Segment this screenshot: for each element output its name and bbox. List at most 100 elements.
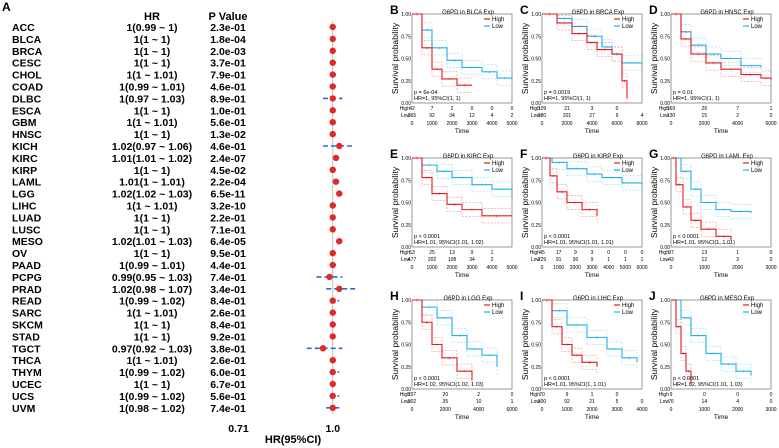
risk-count-low: 27 <box>589 113 595 119</box>
ci-band-upper <box>542 299 598 360</box>
censor-mark: + <box>548 12 551 18</box>
ci-band-lower <box>412 157 512 224</box>
panel-letter: C <box>520 3 529 17</box>
km-panel-c: C G6PD in BRCA ExpHighLow0.000.250.500.75… <box>520 3 648 135</box>
y-tick-label: 0.00 <box>660 101 670 107</box>
censor-mark: + <box>686 205 689 211</box>
cancer-label: KICH <box>12 141 38 153</box>
x-tick-label: 0 <box>411 121 414 127</box>
x-tick-label: 0 <box>670 121 673 127</box>
legend-high-label: High <box>622 161 634 167</box>
panel-letter: B <box>390 3 399 17</box>
risk-label-high: High <box>400 106 411 112</box>
risk-label-low: Low <box>401 399 411 405</box>
p-value-text: 2.2e-01 <box>210 212 246 224</box>
x-axis-label: Time <box>714 414 729 421</box>
p-value-text: 4.6e-01 <box>210 82 246 94</box>
risk-count-low: 201 <box>563 113 572 119</box>
risk-count-high: 42 <box>409 106 415 112</box>
risk-count-high: 0 <box>770 392 773 398</box>
censor-mark: + <box>730 67 733 73</box>
x-tick-label: 5000 <box>506 265 517 271</box>
censor-mark: + <box>503 76 506 82</box>
ci-band-upper <box>412 13 472 79</box>
censor-mark: + <box>576 167 579 173</box>
risk-count-high: 45 <box>539 250 545 256</box>
censor-mark: + <box>613 347 616 353</box>
risk-count-low: 2 <box>511 113 514 119</box>
hr-ci-text: 1(0.99 ~ 1.02) <box>119 367 185 379</box>
km-title: G6PD in HNSC Exp <box>700 10 754 16</box>
risk-count-high: 1 <box>591 392 594 398</box>
y-axis-label: Survival probability <box>390 166 400 238</box>
hr-ci-text: 1(0.99 ~ 1.01) <box>119 260 185 272</box>
survival-curve <box>542 157 598 216</box>
cancer-label: SKCM <box>12 320 43 332</box>
km-title: G6PD in KIRP Exp <box>573 154 624 160</box>
hr-ci-text: 1(0.97 ~ 1.03) <box>119 93 185 105</box>
censor-mark: + <box>471 65 474 71</box>
risk-count-low: 34 <box>469 257 475 263</box>
risk-label-low: Low <box>531 113 541 119</box>
p-value-text: 2.3e-01 <box>210 22 246 34</box>
y-tick-label: 0.25 <box>531 223 541 229</box>
hr-text: HR=1.01, 95%CI(1, 1.01) <box>544 382 606 388</box>
hr-text: HR=1.01, 95%CI(1.01, 1.02) <box>414 240 484 246</box>
p-value-text: 6.4e-05 <box>210 236 246 248</box>
x-tick-label: 4000 <box>473 407 484 413</box>
censor-mark: + <box>707 201 710 207</box>
risk-count-low: 9 <box>616 113 619 119</box>
risk-count-high: 0 <box>616 106 619 112</box>
legend-low-label: Low <box>492 168 504 174</box>
legend-low-label: Low <box>751 168 763 174</box>
censor-mark: + <box>428 163 431 169</box>
hr-ci-text: 1(1 ~ 1) <box>134 34 170 46</box>
y-tick-label: 0.50 <box>401 57 411 63</box>
censor-mark: + <box>453 202 456 208</box>
ci-band-lower <box>671 299 692 389</box>
risk-count-low: 92 <box>564 399 570 405</box>
hr-text: HR=1.02, 95%CI(1.02, 1.03) <box>414 382 484 388</box>
hr-point <box>329 297 336 304</box>
x-tick-label: 6000 <box>611 121 622 127</box>
ci-band-lower <box>671 13 772 87</box>
risk-count-high: 2 <box>451 106 454 112</box>
panel-letter: E <box>390 147 398 161</box>
x-tick-label: 2000 <box>732 407 743 413</box>
hr-ci-text: 1.02(0.97 ~ 1.06) <box>112 141 192 153</box>
hr-text: HR=1, 95%CI(1, 1) <box>414 96 461 102</box>
risk-count-low: 3 <box>736 257 739 263</box>
censor-mark: + <box>677 325 680 331</box>
censor-mark: + <box>438 192 441 198</box>
x-tick-label: 1000 <box>699 407 710 413</box>
legend-high-label: High <box>492 303 504 309</box>
risk-count-low: 4 <box>641 113 644 119</box>
risk-count-low: 76 <box>668 399 674 405</box>
cancer-label: LGG <box>12 189 35 201</box>
risk-count-high: 0 <box>511 106 514 112</box>
censor-mark: + <box>675 12 678 18</box>
hr-point <box>329 130 336 138</box>
risk-count-high: 2 <box>477 392 480 398</box>
cancer-label: STAD <box>12 331 40 343</box>
km-panels: B G6PD in BLCA ExpHighLow0.000.250.500.75… <box>390 3 777 421</box>
km-panel-e: E G6PD in KIRC ExpHighLow0.000.250.500.75… <box>390 147 518 279</box>
y-tick-label: 0.25 <box>401 79 411 85</box>
censor-mark: + <box>603 48 606 54</box>
y-axis-label: Survival probability <box>649 22 659 94</box>
x-tick-label: 6000 <box>506 407 517 413</box>
ci-band-lower <box>412 13 472 93</box>
censor-mark: + <box>473 347 476 353</box>
risk-count-high: 70 <box>539 392 545 398</box>
x-tick-label: 0 <box>541 121 544 127</box>
p-value-text: 2.6e-01 <box>210 355 246 367</box>
risk-count-low: 1 <box>641 257 644 263</box>
hr-ci-text: 1(1 ~ 1) <box>134 46 170 58</box>
x-axis-label: Time <box>714 272 729 279</box>
p-value-text: 3.8e-01 <box>210 343 246 355</box>
risk-count-high: 20 <box>443 392 449 398</box>
x-tick-label: 2000 <box>446 121 457 127</box>
legend-low-label: Low <box>492 24 504 30</box>
censor-mark: + <box>765 76 768 82</box>
